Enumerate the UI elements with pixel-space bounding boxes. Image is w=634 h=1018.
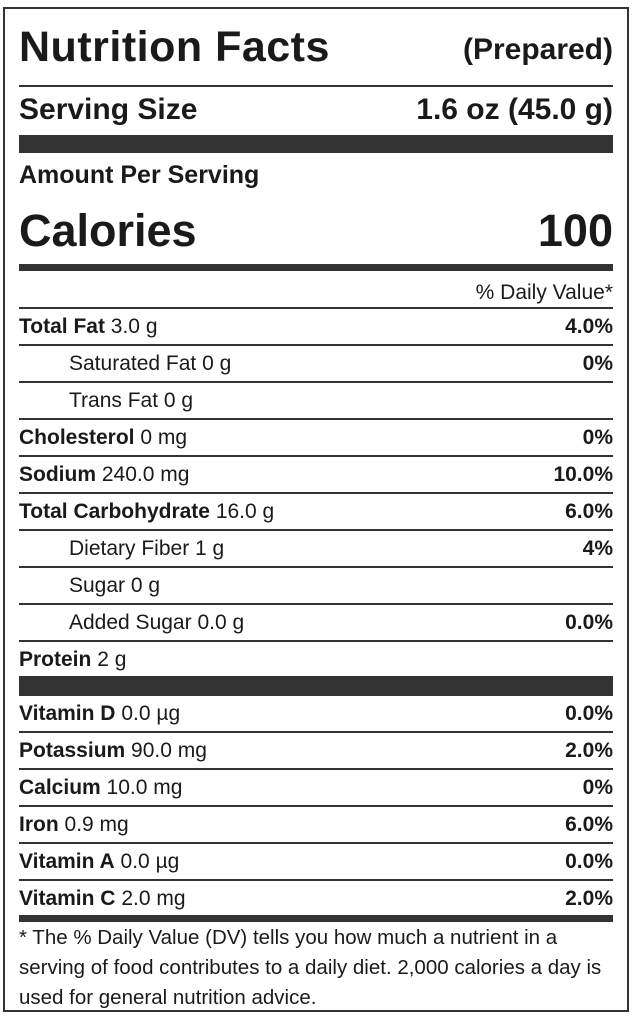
nutrient-row: Vitamin D 0.0 µg 0.0% [19,696,613,731]
nutrient-row: Vitamin A 0.0 µg 0.0% [19,842,613,879]
nutrient-row: Total Fat 3.0 g 4.0% [19,307,613,344]
nutrient-daily-value: 0.0% [565,611,613,634]
title-divider [19,85,613,87]
nutrient-label: Cholesterol [19,426,135,449]
nutrient-name: Sugar 0 g [69,568,160,603]
title-row: Nutrition Facts (Prepared) [19,23,613,83]
nutrient-name: Total Fat 3.0 g [19,309,158,344]
nutrient-label: Protein [19,648,92,671]
nutrient-amount: 0 g [163,389,194,412]
nutrient-name: Calcium 10.0 mg [19,770,182,805]
nutrient-row: Sodium 240.0 mg 10.0% [19,455,613,492]
nutrient-label: Vitamin C [19,887,116,910]
nutrient-amount: 0.0 µg [121,702,181,725]
nutrient-name: Sodium 240.0 mg [19,457,189,492]
nutrient-amount: 0.0 µg [120,850,180,873]
nutrient-label: Iron [19,813,59,836]
nutrient-row: Iron 0.9 mg 6.0% [19,805,613,842]
nutrient-name: Trans Fat 0 g [69,383,193,418]
thick-divider [19,135,613,153]
nutrient-rows: Total Fat 3.0 g 4.0% Saturated Fat 0 g 0% Tr… [19,307,613,677]
label-subtitle: (Prepared) [462,33,613,66]
calories-value: 100 [537,205,613,256]
nutrient-label: Potassium [19,739,126,762]
calories-row: Calories 100 [19,205,613,261]
nutrient-row: Total Carbohydrate 16.0 g 6.0% [19,492,613,529]
calories-label: Calories [19,205,197,256]
nutrition-label: Nutrition Facts (Prepared) Serving Size … [3,7,629,1012]
nutrient-label: Trans Fat [69,389,159,412]
label-title: Nutrition Facts [19,23,330,71]
nutrient-label: Vitamin A [19,850,115,873]
nutrient-amount: 240.0 mg [101,463,190,486]
nutrient-name: Dietary Fiber 1 g [69,531,224,566]
nutrient-label: Vitamin D [19,702,116,725]
nutrient-row: Added Sugar 0.0 g 0.0% [19,603,613,640]
nutrient-name: Vitamin D 0.0 µg [19,696,180,731]
nutrient-name: Vitamin C 2.0 mg [19,881,186,916]
vitamin-divider [19,676,613,696]
daily-value-header: % Daily Value* [475,281,613,304]
nutrient-label: Total Carbohydrate [19,500,210,523]
nutrient-daily-value: 0% [582,352,613,375]
nutrient-label: Total Fat [19,315,105,338]
nutrient-name: Iron 0.9 mg [19,807,129,842]
nutrient-row: Saturated Fat 0 g 0% [19,344,613,381]
nutrient-amount: 2 g [97,648,127,671]
nutrient-daily-value: 0.0% [565,702,613,725]
footnote-divider [19,915,613,922]
nutrient-name: Added Sugar 0.0 g [69,605,244,640]
nutrient-daily-value: 6.0% [565,813,613,836]
nutrient-row: Calcium 10.0 mg 0% [19,768,613,805]
nutrient-label: Calcium [19,776,101,799]
nutrient-row: Sugar 0 g [19,566,613,603]
nutrient-amount: 0 mg [140,426,188,449]
nutrient-daily-value: 0.0% [565,850,613,873]
nutrient-name: Vitamin A 0.0 µg [19,844,179,879]
nutrient-label: Added Sugar [69,611,192,634]
serving-size-value: 1.6 oz (45.0 g) [416,93,613,126]
nutrition-label-inner: Nutrition Facts (Prepared) Serving Size … [19,9,613,1010]
nutrient-row: Cholesterol 0 mg 0% [19,418,613,455]
nutrient-amount: 16.0 g [215,500,275,523]
nutrient-label: Sodium [19,463,96,486]
nutrient-daily-value: 0% [582,426,613,449]
nutrient-daily-value: 2.0% [565,739,613,762]
nutrient-row: Vitamin C 2.0 mg 2.0% [19,879,613,916]
nutrient-name: Saturated Fat 0 g [69,346,231,381]
serving-size-row: Serving Size 1.6 oz (45.0 g) [19,93,613,133]
nutrient-amount: 2.0 mg [121,887,186,910]
nutrient-daily-value: 10.0% [553,463,613,486]
vitamin-rows: Vitamin D 0.0 µg 0.0% Potassium 90.0 mg 2.0… [19,696,613,916]
nutrient-amount: 0.0 g [197,611,245,634]
nutrient-label: Sugar [69,574,126,597]
nutrient-amount: 0.9 mg [64,813,129,836]
nutrient-row: Potassium 90.0 mg 2.0% [19,731,613,768]
nutrient-name: Total Carbohydrate 16.0 g [19,494,274,529]
nutrient-amount: 0 g [130,574,161,597]
nutrient-name: Cholesterol 0 mg [19,420,187,455]
footnote: * The % Daily Value (DV) tells you how m… [19,926,602,1009]
nutrient-label: Saturated Fat [69,352,197,375]
amount-per-serving: Amount Per Serving [19,161,260,189]
nutrient-amount: 90.0 mg [131,739,207,762]
nutrient-daily-value: 4% [582,537,613,560]
nutrient-row: Protein 2 g [19,640,613,677]
nutrient-daily-value: 0% [582,776,613,799]
calories-divider [19,264,613,271]
nutrient-label: Dietary Fiber [69,537,190,560]
nutrient-row: Trans Fat 0 g [19,381,613,418]
nutrient-daily-value: 4.0% [565,315,613,338]
nutrient-name: Potassium 90.0 mg [19,733,207,768]
nutrient-name: Protein 2 g [19,642,126,677]
nutrient-amount: 0 g [202,352,232,375]
nutrient-daily-value: 6.0% [565,500,613,523]
nutrient-amount: 3.0 g [110,315,158,338]
nutrient-amount: 10.0 mg [106,776,183,799]
nutrient-row: Dietary Fiber 1 g 4% [19,529,613,566]
nutrient-amount: 1 g [195,537,225,560]
nutrient-daily-value: 2.0% [565,887,613,910]
serving-size-label: Serving Size [19,93,198,126]
